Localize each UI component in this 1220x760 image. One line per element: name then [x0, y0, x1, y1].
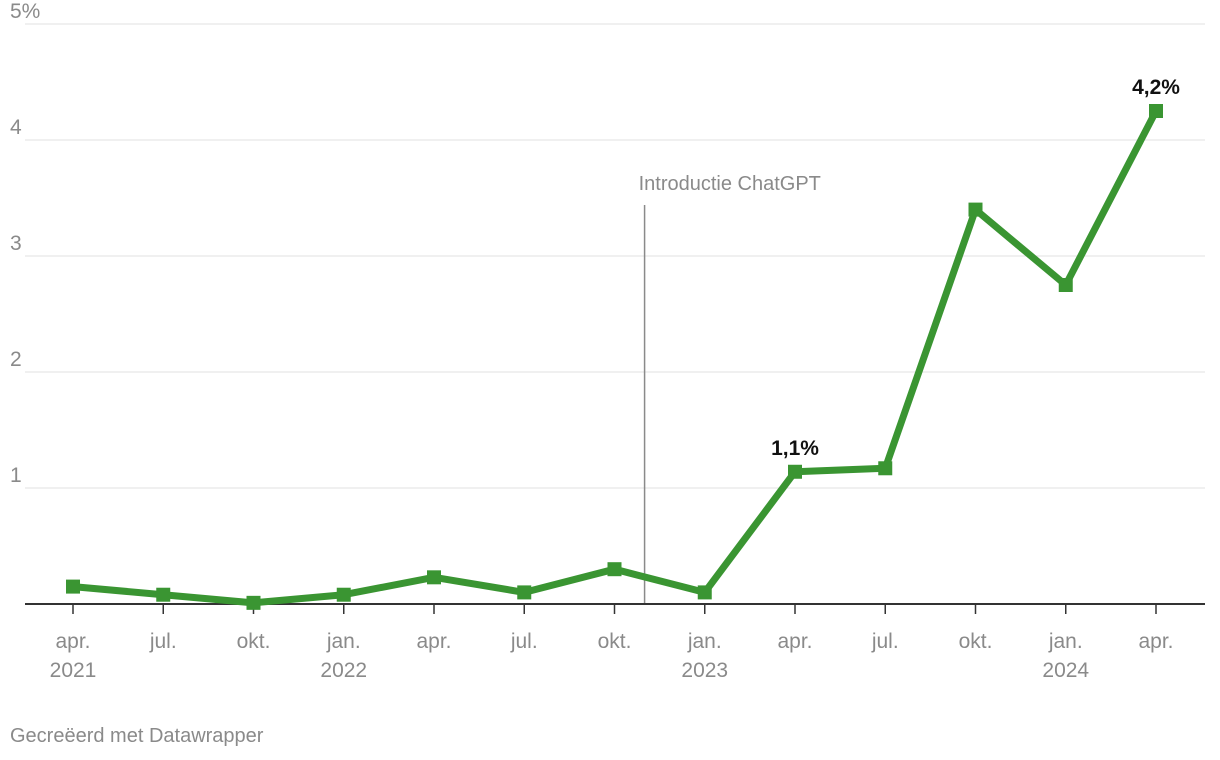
data-point-marker — [246, 595, 261, 610]
x-tick-label: okt. — [237, 630, 271, 653]
data-point-marker — [66, 579, 80, 594]
x-tick-label: jan. — [326, 630, 361, 653]
x-tick-label: jan. — [1048, 630, 1083, 653]
data-point-marker — [427, 570, 441, 585]
x-tick-label: jul. — [871, 630, 899, 653]
data-point-marker — [517, 585, 532, 600]
series-line — [69, 107, 1160, 607]
x-tick-label: jan. — [687, 630, 722, 653]
data-point-marker — [697, 585, 712, 600]
y-tick-label: 2 — [10, 348, 22, 371]
x-tick-year-label: 2021 — [50, 659, 97, 682]
x-tick-year-label: 2023 — [681, 659, 728, 682]
x-tick-year-label: 2024 — [1042, 659, 1089, 682]
x-tick-label: apr. — [777, 630, 812, 653]
y-tick-label: 1 — [10, 464, 22, 487]
x-tick-label: apr. — [55, 630, 90, 653]
x-tick-label: okt. — [598, 630, 632, 653]
x-tick-label: jul. — [149, 630, 177, 653]
data-label: 4,2% — [1132, 76, 1180, 99]
data-point-marker — [788, 464, 802, 479]
data-point-marker — [336, 587, 351, 602]
x-tick-label: jul. — [510, 630, 538, 653]
y-tick-label: 3 — [10, 232, 22, 255]
x-tick-label: apr. — [416, 630, 451, 653]
data-point-marker — [156, 587, 171, 602]
y-tick-label: 4 — [10, 116, 22, 139]
data-point-marker — [1149, 104, 1163, 118]
data-label: 1,1% — [771, 437, 819, 460]
data-point-marker — [1058, 278, 1073, 292]
y-tick-label: 5% — [10, 0, 40, 23]
data-point-marker — [607, 562, 622, 577]
chart-credit: Gecreëerd met Datawrapper — [10, 725, 264, 747]
data-point-marker — [878, 461, 893, 476]
annotation-label: Introductie ChatGPT — [639, 173, 821, 195]
chart-canvas: 1 2 3 4 5% Introductie ChatGPT apr. 2021 jul. okt… — [10, 0, 1205, 682]
x-tick-label: apr. — [1138, 630, 1173, 653]
x-tick-year-label: 2022 — [320, 659, 367, 682]
x-tick-label: okt. — [959, 630, 993, 653]
data-point-marker — [968, 202, 983, 217]
